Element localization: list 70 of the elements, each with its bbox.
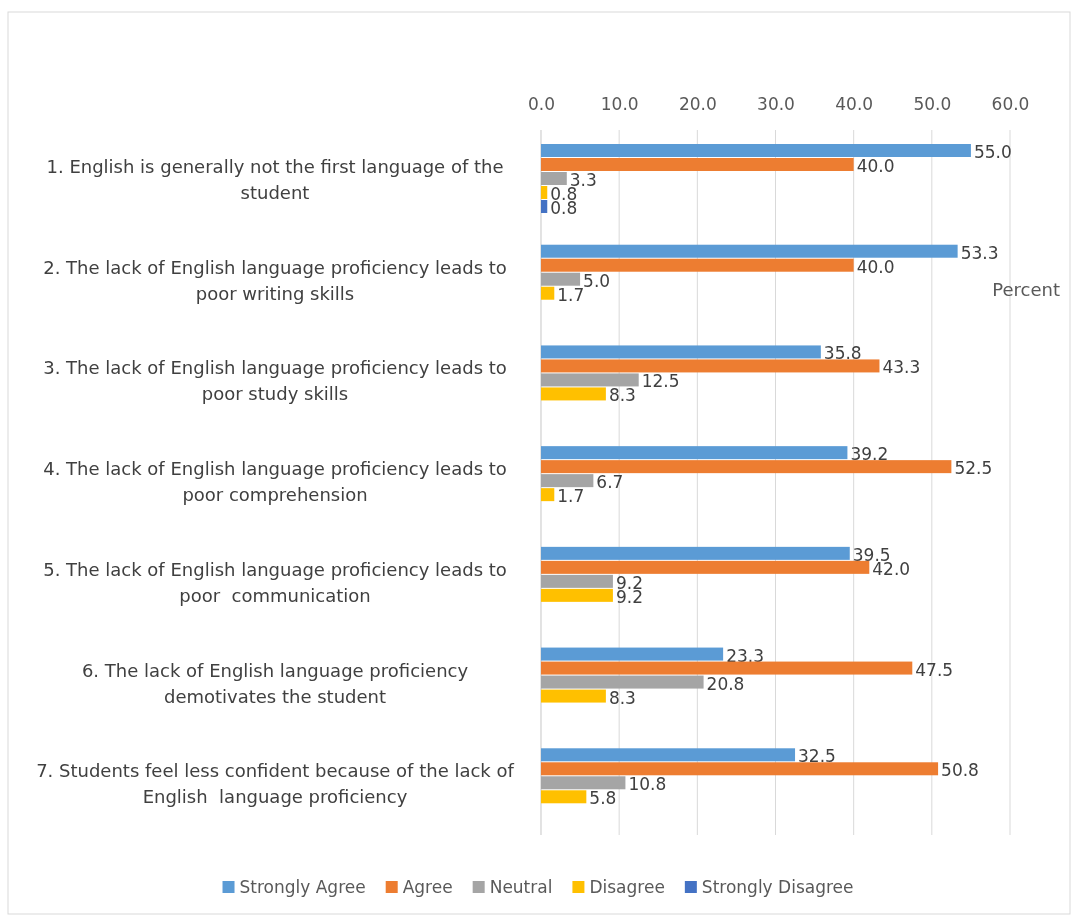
bar — [541, 647, 724, 661]
legend-label: Strongly Agree — [239, 877, 366, 897]
x-tick-label: 20.0 — [678, 94, 717, 114]
data-label: 1.7 — [557, 284, 585, 305]
x-tick-label: 60.0 — [991, 94, 1030, 114]
bar — [541, 272, 581, 286]
bar — [541, 546, 850, 560]
bar — [541, 446, 848, 460]
data-label: 5.8 — [589, 788, 617, 809]
data-label: 40.0 — [856, 256, 895, 277]
legend-label: Strongly Disagree — [701, 877, 854, 897]
data-label: 20.8 — [706, 673, 745, 694]
data-label: 39.2 — [850, 444, 889, 465]
data-label: 55.0 — [973, 142, 1012, 162]
y-tick-label: 1. English is generally not the first language of the student — [46, 156, 504, 203]
bar — [541, 359, 880, 373]
data-label: 8.3 — [608, 385, 636, 406]
bar — [541, 762, 939, 776]
data-label: 32.5 — [798, 746, 836, 767]
bar — [541, 748, 796, 762]
bar — [541, 172, 567, 185]
legend-label: Disagree — [589, 877, 665, 897]
bar — [541, 776, 626, 790]
data-label: 52.5 — [954, 458, 993, 479]
bar — [541, 689, 606, 703]
legend-label: Agree — [402, 877, 453, 897]
bar — [541, 387, 606, 401]
bar — [541, 373, 639, 387]
data-label: 1.7 — [557, 486, 585, 507]
y-tick-label: 5. The lack of English language proficiency leads to poor communication — [43, 558, 507, 606]
bar — [541, 460, 952, 474]
data-label: 53.3 — [960, 242, 999, 263]
bar — [541, 488, 555, 502]
bar — [541, 258, 854, 272]
data-label: 10.8 — [628, 774, 667, 795]
x-tick-label: 0.0 — [527, 94, 556, 114]
x-tick-label: 50.0 — [913, 94, 952, 114]
x-axis-title: Percent — [992, 279, 1060, 300]
bar — [541, 790, 587, 804]
data-label: 50.8 — [941, 760, 979, 781]
data-label: 35.8 — [823, 343, 862, 364]
bar — [541, 574, 613, 588]
bar — [541, 588, 613, 602]
data-label: 43.3 — [882, 357, 921, 378]
y-tick-label: 2. The lack of English language proficiency leads to poor writing skills — [43, 256, 507, 304]
x-tick-label: 30.0 — [757, 94, 795, 114]
bar — [541, 244, 958, 258]
bar — [541, 345, 821, 359]
bar — [541, 474, 594, 488]
data-label: 8.3 — [608, 687, 636, 708]
legend-label: Neutral — [489, 877, 553, 897]
data-label: 40.0 — [856, 156, 895, 176]
bar — [541, 661, 913, 675]
y-tick-label: 4. The lack of English language proficiency leads to poor comprehension — [43, 458, 507, 506]
data-label: 5.0 — [583, 270, 611, 291]
bar — [541, 186, 548, 199]
x-tick-label: 10.0 — [600, 94, 639, 114]
bar — [541, 286, 555, 300]
data-label: 23.3 — [726, 645, 764, 666]
bar — [541, 158, 854, 171]
data-label: 47.5 — [915, 659, 954, 680]
data-label: 6.7 — [596, 472, 624, 493]
x-tick-label: 40.0 — [835, 94, 874, 114]
bar — [541, 144, 971, 157]
bar — [541, 675, 704, 689]
y-tick-label: 6. The lack of English language proficiency demotivates the student — [81, 659, 469, 707]
data-label: 12.5 — [641, 371, 680, 392]
y-tick-label: 7. Students feel less confident because of the lack of English language proficiency — [36, 760, 515, 808]
bar — [541, 200, 548, 213]
y-tick-label: 3. The lack of English language proficiency leads to poor study skills — [43, 357, 507, 405]
